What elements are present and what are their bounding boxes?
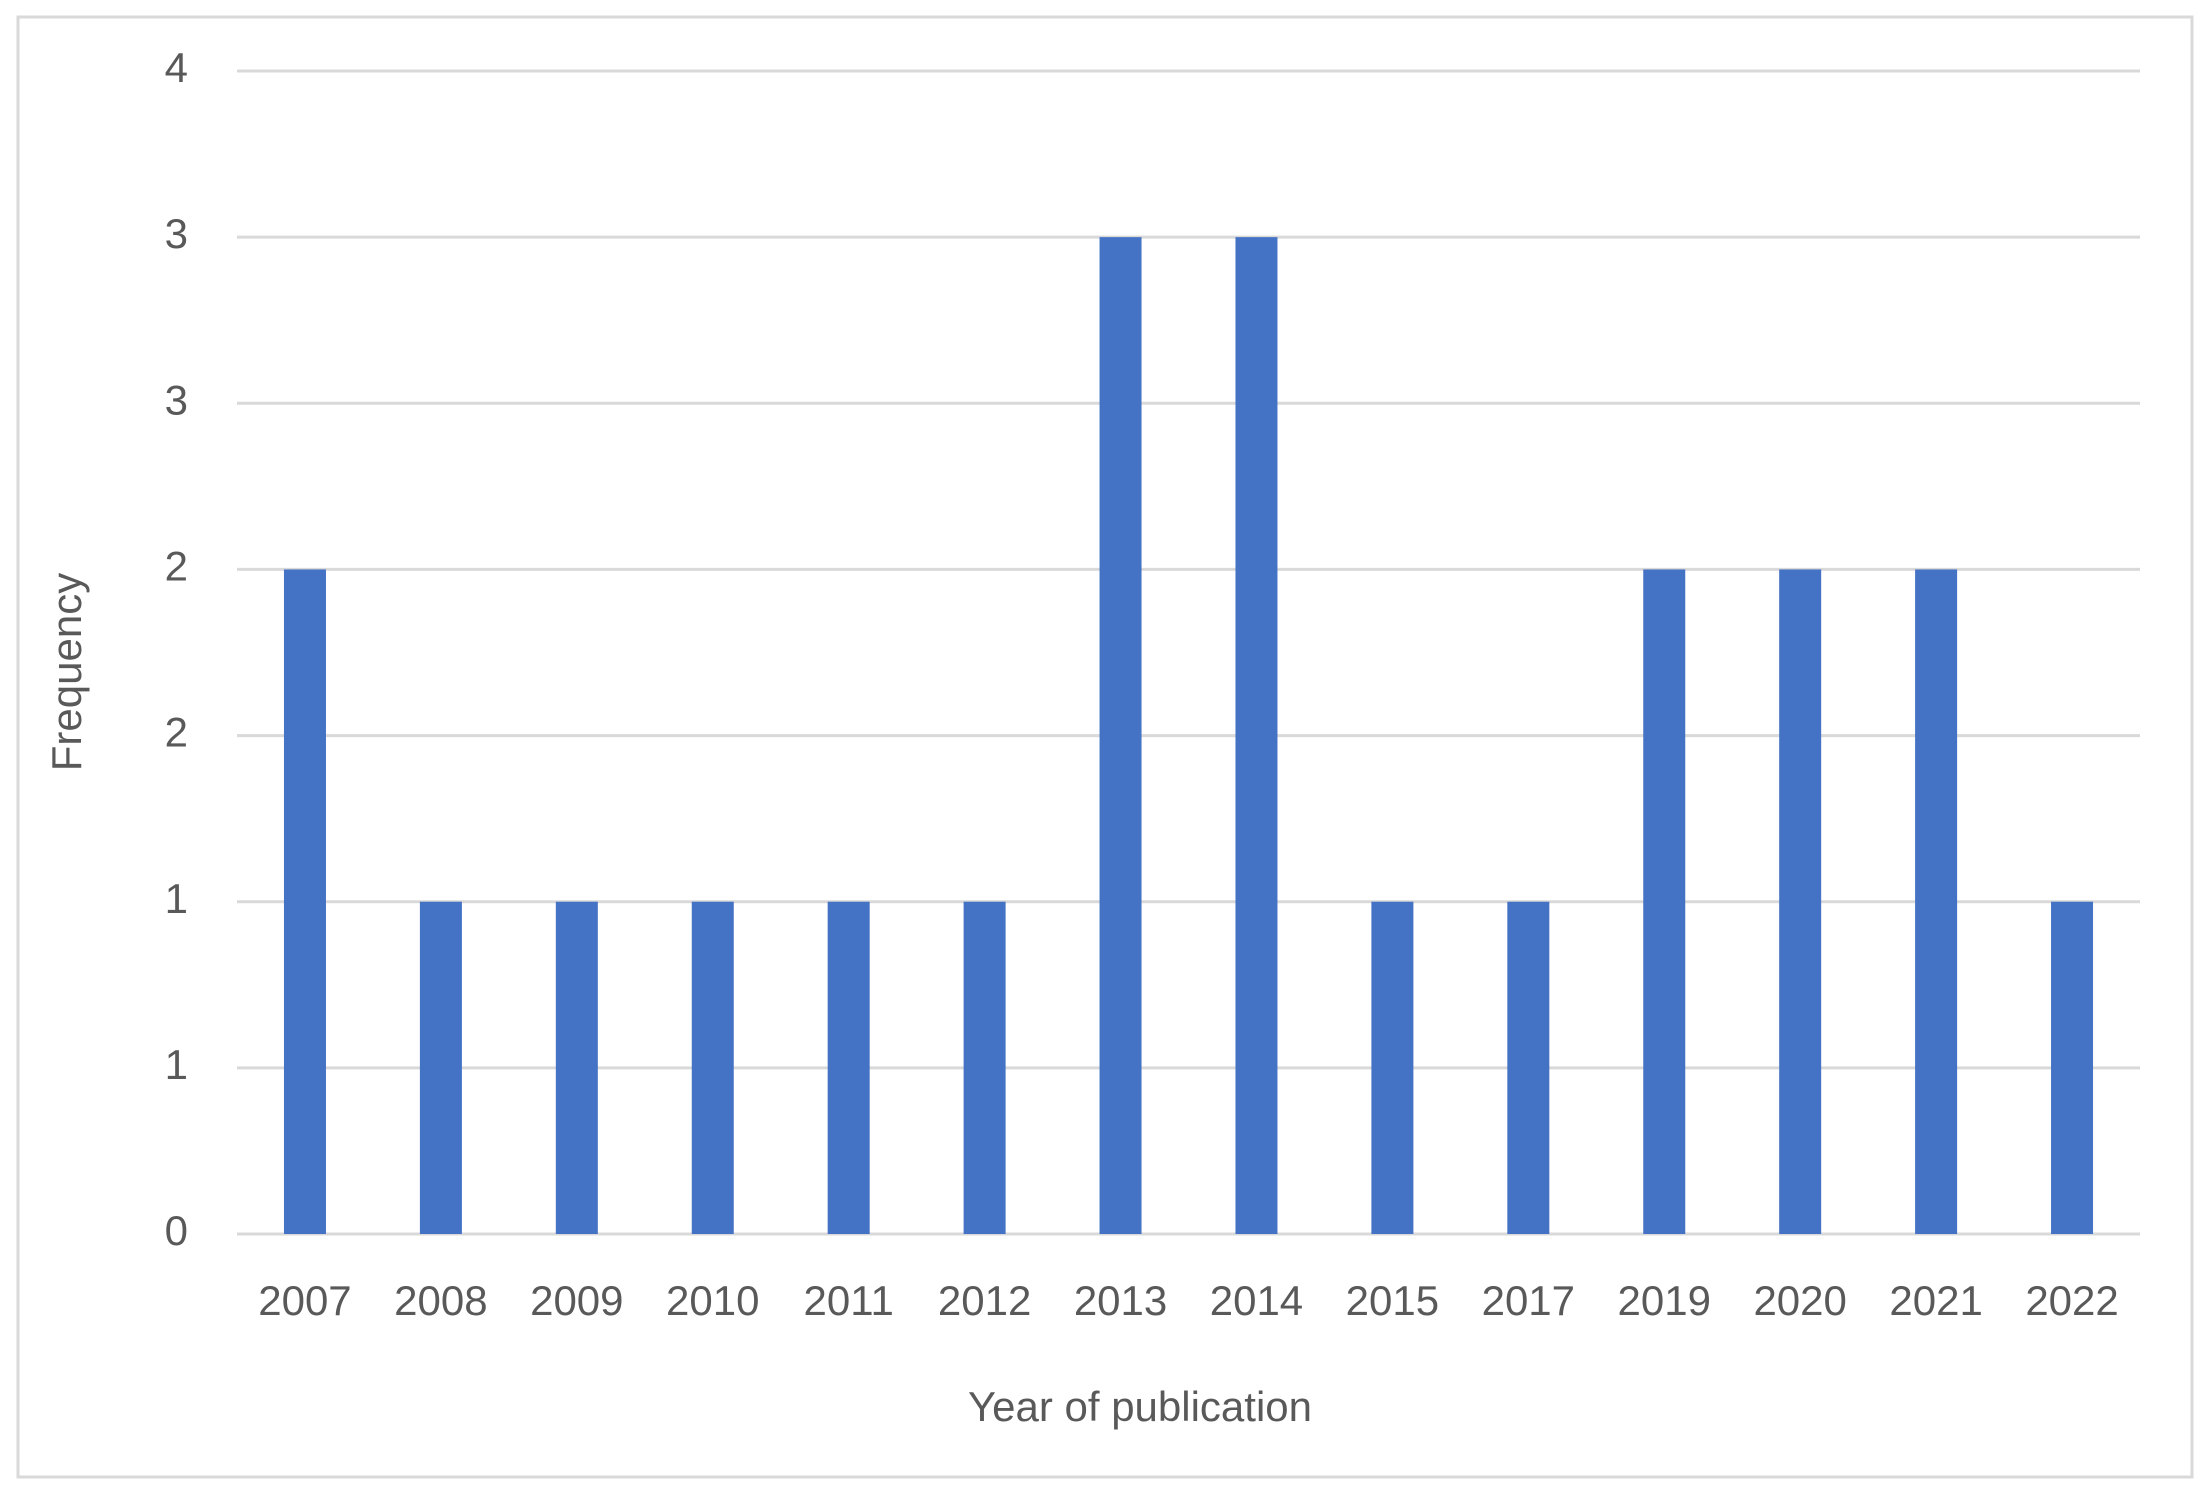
bar [1915,569,1958,1234]
y-tick-label: 1 [165,875,188,922]
bar [691,901,734,1234]
y-tick-label: 3 [165,210,188,257]
x-tick-label: 2008 [394,1277,487,1324]
bar [283,569,326,1234]
x-tick-label: 2010 [666,1277,759,1324]
x-tick-label: 2009 [530,1277,623,1324]
x-tick-label: 2015 [1346,1277,1439,1324]
bar [1507,901,1550,1234]
bar [1371,901,1414,1234]
x-tick-label: 2007 [258,1277,351,1324]
y-tick-label: 2 [165,543,188,590]
x-axis-title: Year of publication [968,1383,1312,1430]
bar [963,901,1006,1234]
x-tick-label: 2019 [1618,1277,1711,1324]
bar [1643,569,1686,1234]
bar [1235,237,1278,1235]
x-tick-label: 2021 [1889,1277,1982,1324]
bar [827,901,870,1234]
bar [2051,901,2094,1234]
y-tick-label: 0 [165,1207,188,1254]
x-tick-label: 2017 [1482,1277,1575,1324]
bar [555,901,598,1234]
bar [1779,569,1822,1234]
x-tick-label: 2022 [2025,1277,2118,1324]
x-tick-label: 2013 [1074,1277,1167,1324]
x-tick-label: 2012 [938,1277,1031,1324]
bar [419,901,462,1234]
bar [1099,237,1142,1235]
x-tick-label: 2020 [1753,1277,1846,1324]
y-tick-label: 2 [165,709,188,756]
y-tick-label: 1 [165,1041,188,1088]
y-tick-label: 4 [165,44,188,91]
y-axis-title: Frequency [43,573,90,771]
x-tick-label: 2011 [804,1277,894,1324]
x-tick-label: 2014 [1210,1277,1303,1324]
y-tick-label: 3 [165,376,188,423]
